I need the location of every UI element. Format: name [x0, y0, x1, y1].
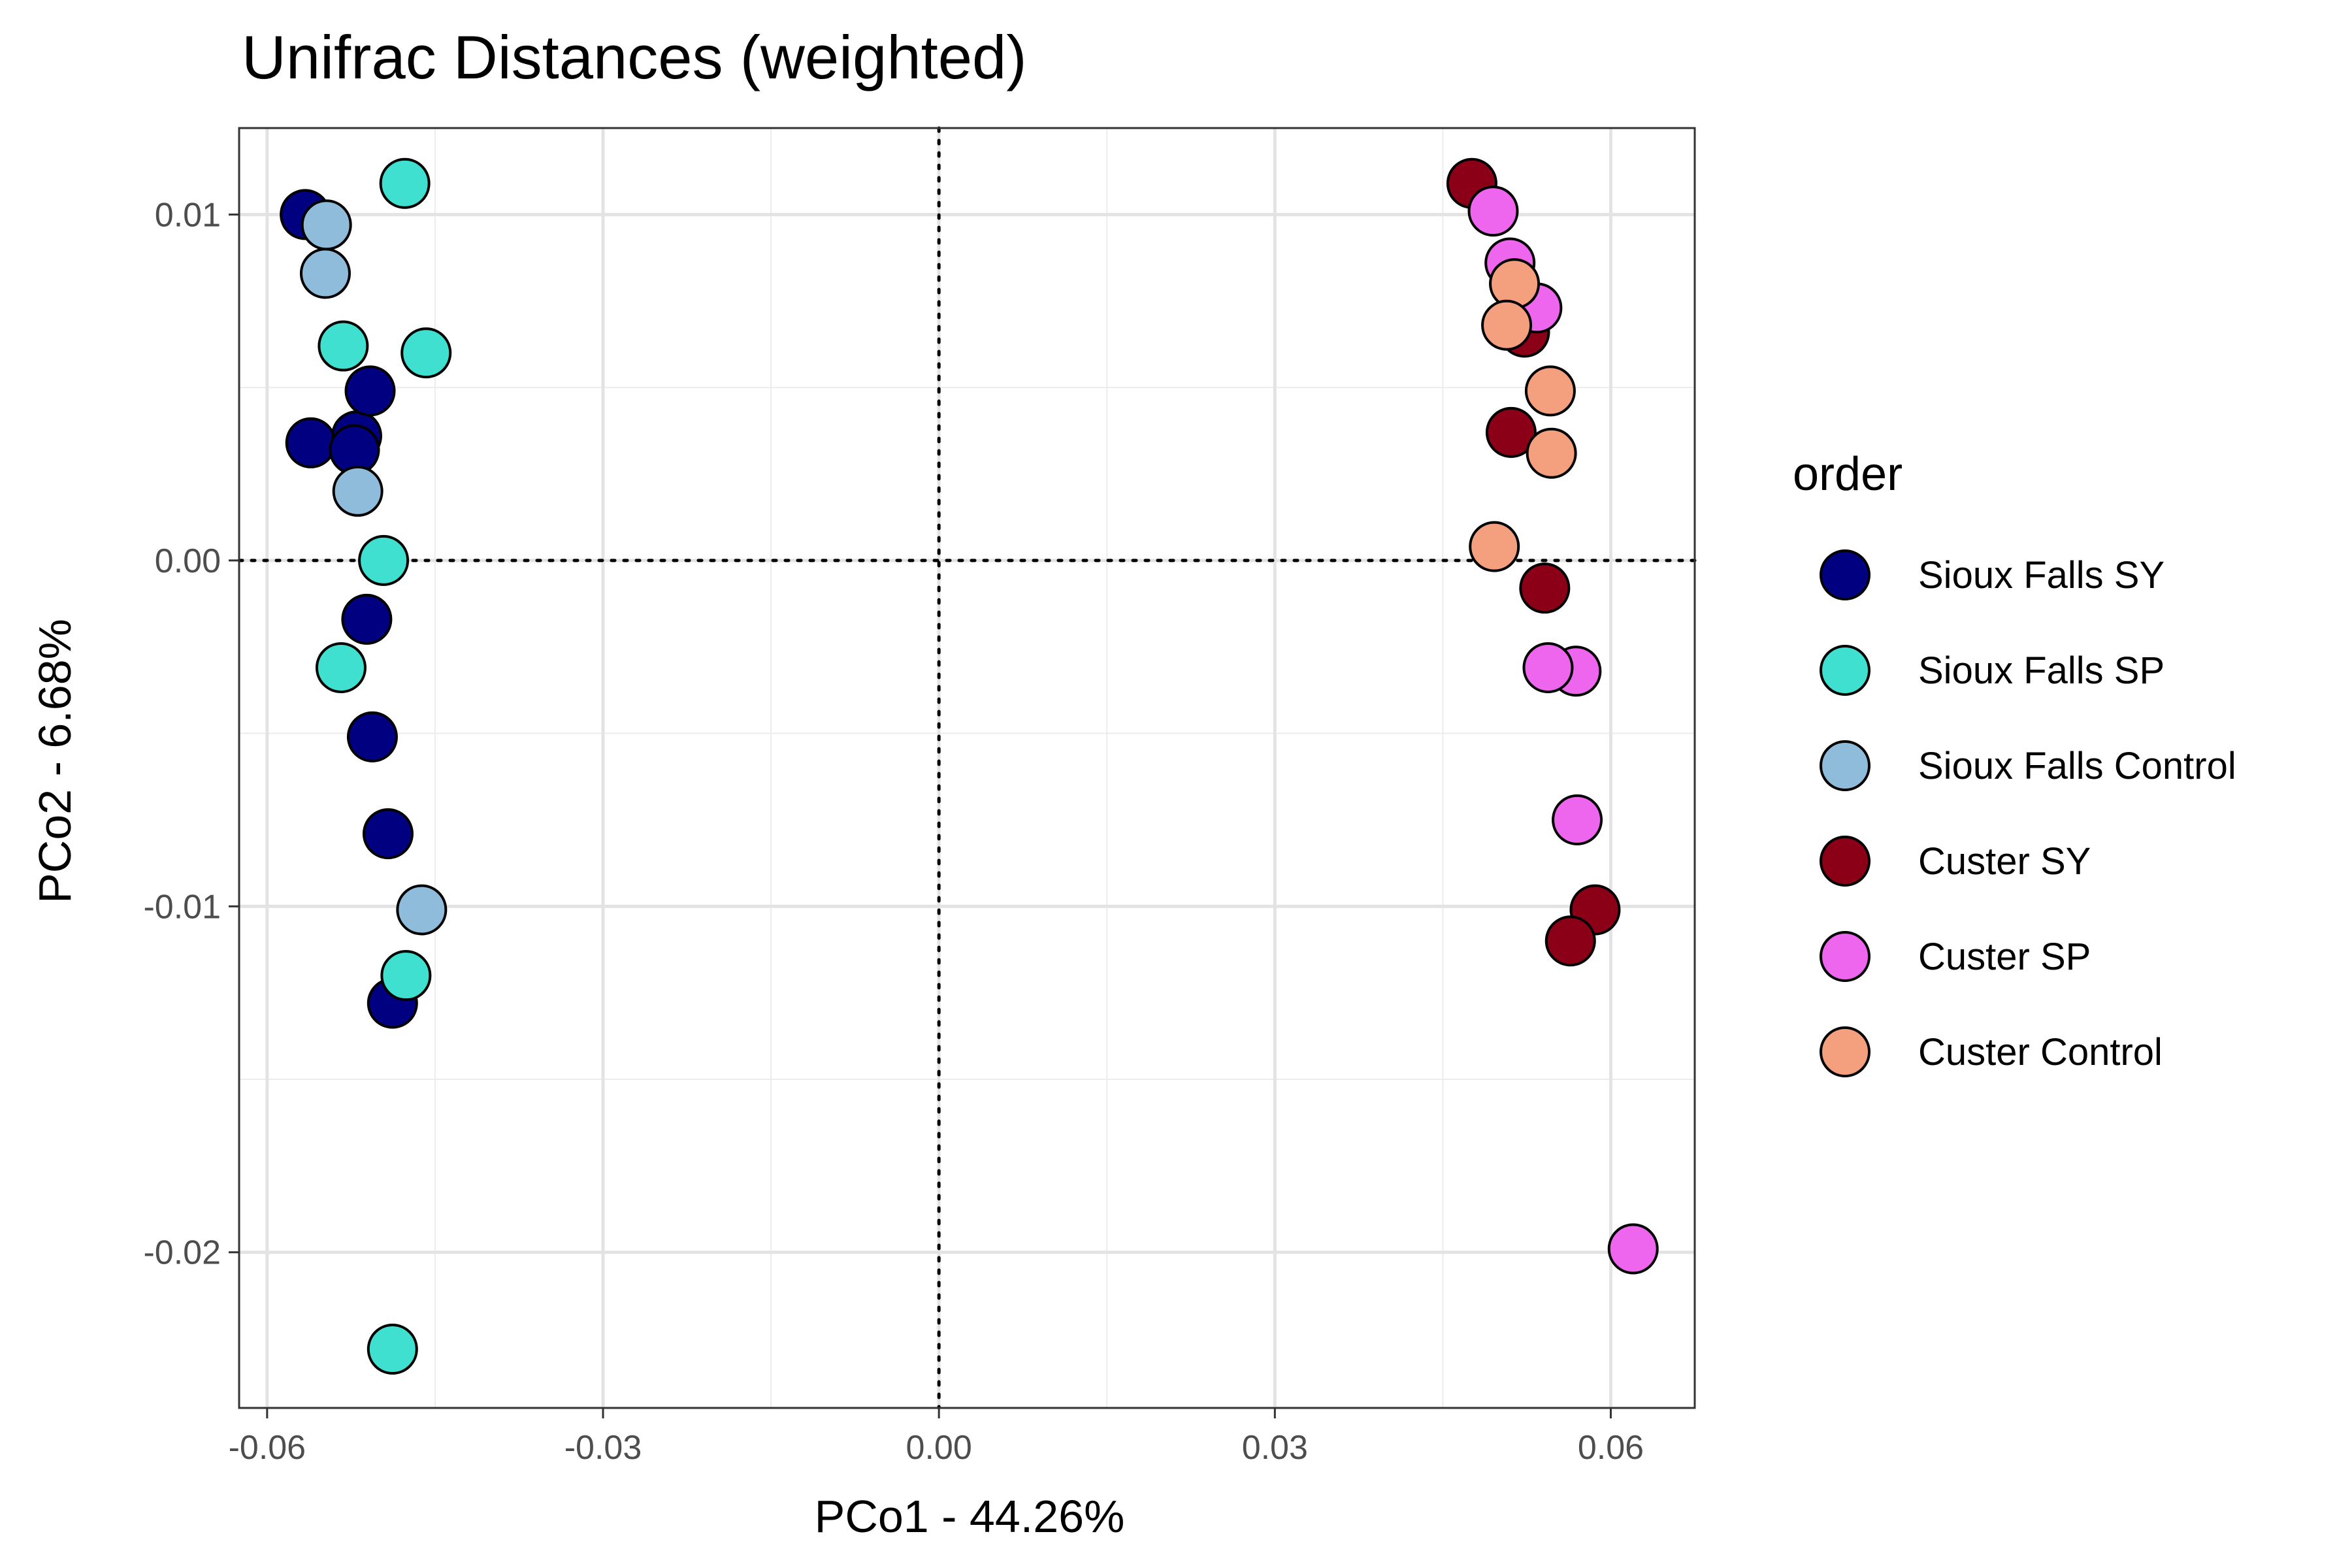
legend-key-custer-sp — [1820, 931, 1870, 982]
legend-label-custer-sp: Custer SP — [1918, 936, 2091, 978]
point-sioux-falls-sp — [367, 1323, 418, 1375]
point-custer-sp — [1552, 794, 1603, 845]
legend-label-sioux-falls-sy: Sioux Falls SY — [1918, 554, 2164, 596]
grid-layer — [239, 128, 1695, 1408]
legend-title: order — [1793, 448, 1903, 500]
point-sioux-falls-control — [396, 884, 448, 936]
legend-label-sioux-falls-sp: Sioux Falls SP — [1918, 649, 2164, 692]
x-tick-label: 0.00 — [906, 1429, 972, 1467]
point-custer-control — [1524, 365, 1576, 417]
y-tick-label: -0.02 — [143, 1234, 221, 1272]
points-layer — [280, 157, 1659, 1375]
y-tick-label: -0.01 — [143, 888, 221, 926]
point-custer-sy — [1485, 406, 1537, 458]
legend-key-custer-sy — [1820, 836, 1870, 887]
point-sioux-falls-sy — [362, 808, 414, 860]
point-sioux-falls-sp — [380, 950, 432, 1002]
legend-key-sioux-falls-control — [1820, 740, 1870, 791]
point-custer-control — [1469, 521, 1520, 572]
point-sioux-falls-sp — [315, 642, 367, 693]
point-sioux-falls-control — [301, 199, 352, 251]
x-tick-label: 0.03 — [1242, 1429, 1308, 1467]
legend-key-custer-control — [1820, 1026, 1870, 1077]
point-sioux-falls-sp — [379, 157, 431, 209]
point-custer-control — [1481, 299, 1533, 351]
x-tick-label: -0.06 — [229, 1429, 306, 1467]
point-sioux-falls-control — [332, 465, 384, 517]
point-custer-control — [1489, 258, 1541, 310]
legend-key-sioux-falls-sp — [1820, 645, 1870, 696]
point-custer-sp — [1607, 1223, 1659, 1275]
reference-lines — [237, 126, 1697, 1410]
legend-label-custer-sy: Custer SY — [1918, 840, 2091, 883]
point-sioux-falls-sp — [358, 534, 410, 586]
x-tick-label: 0.06 — [1578, 1429, 1644, 1467]
point-custer-sy — [1544, 915, 1596, 967]
point-custer-control — [1526, 427, 1577, 479]
axes-layer: -0.06 -0.03 0.00 0.03 0.06 -0.02 -0.01 0.00 0.01 — [143, 196, 1644, 1467]
chart-title: Unifrac Distances (weighted) — [242, 23, 1027, 91]
point-sioux-falls-sp — [400, 327, 452, 379]
y-axis-title: PCo2 - 6.68% — [29, 619, 80, 904]
legend-label-custer-control: Custer Control — [1918, 1031, 2163, 1073]
point-custer-sp — [1467, 186, 1519, 237]
legend-key-sioux-falls-sy — [1820, 549, 1870, 600]
plot-panel-border — [238, 127, 1696, 1409]
y-tick-label: 0.00 — [155, 542, 221, 580]
point-sioux-falls-control — [299, 248, 351, 299]
point-sioux-falls-sy — [285, 417, 336, 468]
point-sioux-falls-sp — [318, 320, 369, 372]
point-sioux-falls-sy — [341, 593, 393, 645]
point-custer-sp — [1522, 642, 1574, 693]
y-tick-label: 0.01 — [155, 196, 221, 234]
legend-label-sioux-falls-control: Sioux Falls Control — [1918, 745, 2236, 787]
x-tick-label: -0.03 — [564, 1429, 642, 1467]
point-sioux-falls-sy — [346, 711, 398, 762]
legend: order Sioux Falls SY Sioux Falls SP Sioux F… — [1793, 448, 2236, 1077]
point-custer-sy — [1519, 563, 1571, 614]
x-axis-title: PCo1 - 44.26% — [815, 1491, 1125, 1542]
point-sioux-falls-sy — [344, 365, 396, 417]
